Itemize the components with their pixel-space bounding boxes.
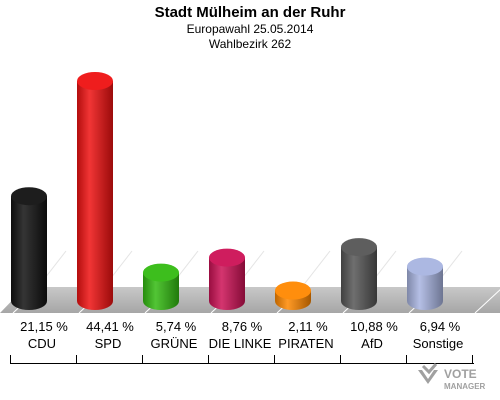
logo-text-bottom: MANAGER xyxy=(444,382,486,391)
value-label: 8,76 % xyxy=(221,319,263,334)
value-label: 5,74 % xyxy=(155,319,197,334)
bar-cdu xyxy=(11,187,47,310)
x-axis-tick xyxy=(472,355,473,364)
x-axis-tick xyxy=(208,355,209,364)
bar-gruene xyxy=(143,263,179,310)
category-label: AfD xyxy=(361,336,383,351)
value-label: 44,41 % xyxy=(86,319,134,334)
value-label: 6,94 % xyxy=(419,319,461,334)
x-axis-tick xyxy=(142,355,143,364)
x-axis-tick xyxy=(406,355,407,364)
value-label: 21,15 % xyxy=(20,319,68,334)
value-label: 10,88 % xyxy=(350,319,398,334)
logo-text-top: VOTE xyxy=(444,367,477,381)
chart-title: Stadt Mülheim an der Ruhr xyxy=(154,4,346,21)
bar-piraten xyxy=(275,281,311,310)
logo-mark-icon xyxy=(418,363,438,384)
chart-subtitle: Europawahl 25.05.2014 xyxy=(186,22,314,36)
x-axis-tick xyxy=(10,355,11,364)
wall-line xyxy=(301,250,331,288)
x-axis-line xyxy=(10,363,474,364)
x-axis-tick xyxy=(76,355,77,364)
value-label: 2,11 % xyxy=(288,319,328,334)
bar-linke xyxy=(209,248,245,310)
category-label: CDU xyxy=(27,336,57,351)
category-label: DIE LINKE xyxy=(208,336,272,351)
x-axis-tick xyxy=(340,355,341,364)
chart-district: Wahlbezirk 262 xyxy=(208,37,292,51)
votemanager-logo: VOTE MANAGER xyxy=(418,363,486,391)
category-label: Sonstige xyxy=(412,336,464,351)
bar-afd xyxy=(341,238,377,310)
bar-spd xyxy=(77,72,113,310)
category-label: PIRATEN xyxy=(278,336,334,351)
x-axis-tick xyxy=(274,355,275,364)
category-label: SPD xyxy=(94,336,122,351)
bar-sonstige xyxy=(407,257,443,310)
floor-divider xyxy=(474,289,500,314)
category-label: GRÜNE xyxy=(150,336,198,351)
